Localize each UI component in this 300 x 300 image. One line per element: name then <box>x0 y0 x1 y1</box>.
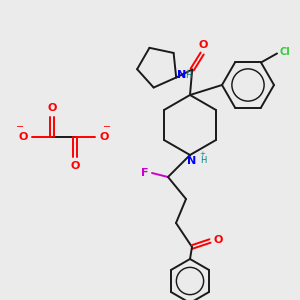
Text: H: H <box>185 71 192 80</box>
Text: O: O <box>99 132 108 142</box>
Text: N: N <box>177 70 186 80</box>
Text: O: O <box>199 40 208 50</box>
Text: O: O <box>19 132 28 142</box>
Text: −: − <box>16 122 24 132</box>
Text: F: F <box>142 168 149 178</box>
Text: +: + <box>184 70 190 76</box>
Text: +: + <box>199 151 205 157</box>
Text: O: O <box>47 103 57 113</box>
Text: H: H <box>200 156 206 165</box>
Text: N: N <box>188 156 196 166</box>
Text: O: O <box>214 235 224 245</box>
Text: O: O <box>70 161 80 171</box>
Text: −: − <box>103 122 111 132</box>
Text: Cl: Cl <box>279 47 290 58</box>
